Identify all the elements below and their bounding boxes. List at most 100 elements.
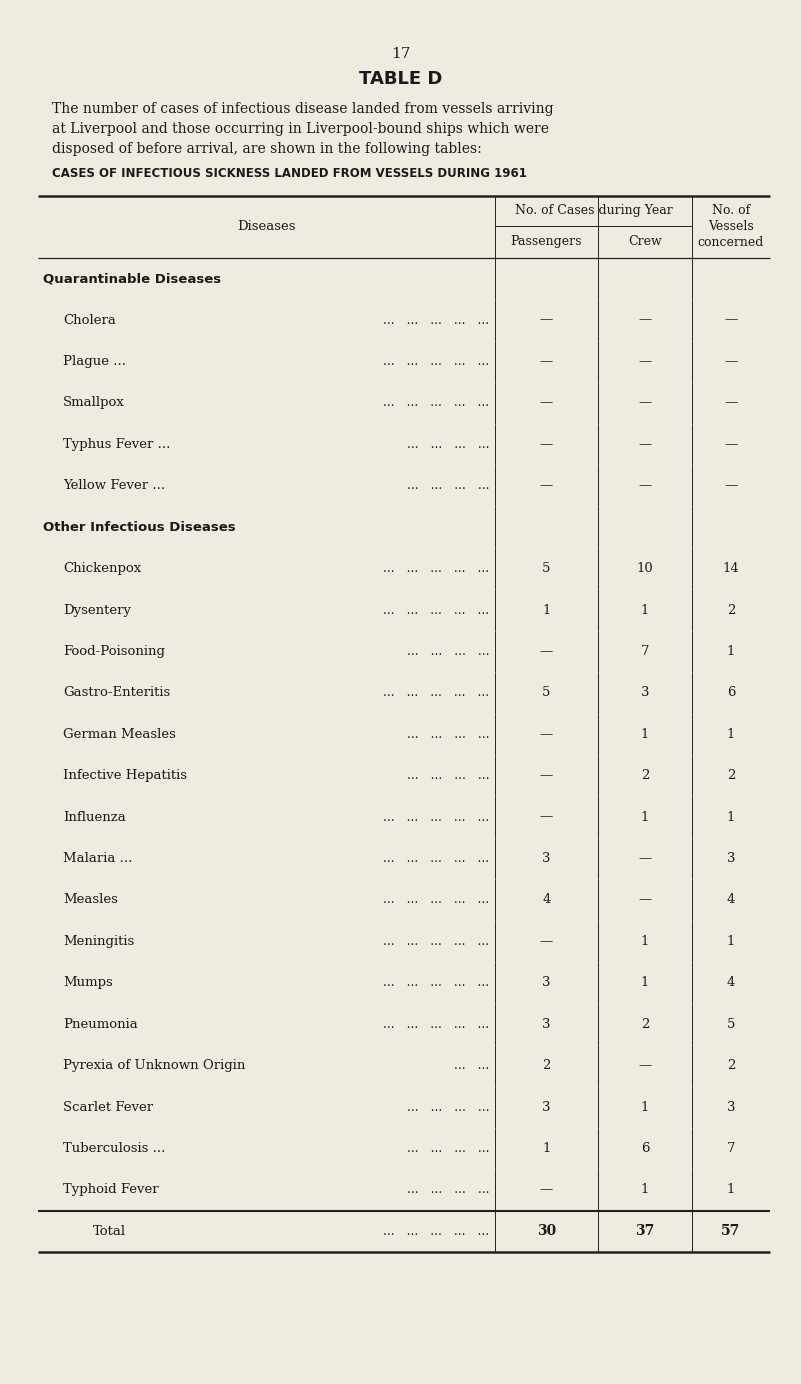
Text: —: — xyxy=(540,479,553,493)
Text: —: — xyxy=(638,894,652,907)
Text: German Measles: German Measles xyxy=(63,728,176,740)
Text: Passengers: Passengers xyxy=(511,235,582,249)
Text: Infective Hepatitis: Infective Hepatitis xyxy=(63,770,187,782)
Text: Dysentery: Dysentery xyxy=(63,603,131,616)
Text: 1: 1 xyxy=(542,603,551,616)
Text: 1: 1 xyxy=(641,1183,649,1196)
Text: 3: 3 xyxy=(542,1100,551,1114)
Text: Chickenpox: Chickenpox xyxy=(63,562,141,576)
Text: 2: 2 xyxy=(641,770,649,782)
Text: 3: 3 xyxy=(542,976,551,990)
Text: Total: Total xyxy=(93,1225,126,1237)
Text: 1: 1 xyxy=(727,811,735,823)
Text: Scarlet Fever: Scarlet Fever xyxy=(63,1100,153,1114)
Text: Meningitis: Meningitis xyxy=(63,934,135,948)
Text: CASES OF INFECTIOUS SICKNESS LANDED FROM VESSELS DURING 1961: CASES OF INFECTIOUS SICKNESS LANDED FROM… xyxy=(52,167,527,180)
Text: Measles: Measles xyxy=(63,894,118,907)
Text: ...   ...   ...   ...: ... ... ... ... xyxy=(406,437,489,451)
Text: —: — xyxy=(724,396,738,410)
Text: Smallpox: Smallpox xyxy=(63,396,125,410)
Text: —: — xyxy=(638,853,652,865)
Text: ...   ...   ...   ...: ... ... ... ... xyxy=(406,1100,489,1114)
Text: Gastro-Enteritis: Gastro-Enteritis xyxy=(63,686,171,699)
Text: 7: 7 xyxy=(727,1142,735,1156)
Text: ...   ...   ...   ...   ...: ... ... ... ... ... xyxy=(383,356,489,368)
Text: —: — xyxy=(540,437,553,451)
Text: Yellow Fever ...: Yellow Fever ... xyxy=(63,479,165,493)
Text: ...   ...   ...   ...   ...: ... ... ... ... ... xyxy=(383,314,489,327)
Text: Diseases: Diseases xyxy=(237,220,296,234)
Text: 30: 30 xyxy=(537,1225,556,1239)
Text: 1: 1 xyxy=(641,811,649,823)
Text: —: — xyxy=(638,479,652,493)
Text: ...   ...   ...   ...: ... ... ... ... xyxy=(406,479,489,493)
Text: 4: 4 xyxy=(727,976,735,990)
Text: ...   ...   ...   ...: ... ... ... ... xyxy=(406,728,489,740)
Text: —: — xyxy=(540,934,553,948)
Text: 1: 1 xyxy=(542,1142,551,1156)
Text: 14: 14 xyxy=(723,562,739,576)
Text: —: — xyxy=(638,437,652,451)
Text: Pneumonia: Pneumonia xyxy=(63,1017,138,1031)
Text: 4: 4 xyxy=(542,894,551,907)
Text: —: — xyxy=(638,396,652,410)
Text: Food-Poisoning: Food-Poisoning xyxy=(63,645,165,657)
Text: 1: 1 xyxy=(727,934,735,948)
Text: ...   ...   ...   ...   ...: ... ... ... ... ... xyxy=(383,603,489,616)
Text: —: — xyxy=(540,770,553,782)
Text: at Liverpool and those occurring in Liverpool-bound ships which were: at Liverpool and those occurring in Live… xyxy=(52,122,549,136)
Text: 2: 2 xyxy=(542,1059,551,1073)
Text: —: — xyxy=(638,356,652,368)
Text: 10: 10 xyxy=(637,562,654,576)
Text: 3: 3 xyxy=(542,1017,551,1031)
Text: Quarantinable Diseases: Quarantinable Diseases xyxy=(43,273,221,285)
Text: ...   ...   ...   ...   ...: ... ... ... ... ... xyxy=(383,1225,489,1237)
Text: 5: 5 xyxy=(542,562,551,576)
Text: 1: 1 xyxy=(641,976,649,990)
Text: —: — xyxy=(724,437,738,451)
Text: 5: 5 xyxy=(542,686,551,699)
Text: 6: 6 xyxy=(641,1142,650,1156)
Text: —: — xyxy=(540,356,553,368)
Text: Pyrexia of Unknown Origin: Pyrexia of Unknown Origin xyxy=(63,1059,245,1073)
Text: Typhus Fever ...: Typhus Fever ... xyxy=(63,437,171,451)
Text: No. of: No. of xyxy=(712,203,750,217)
Text: ...   ...   ...   ...   ...: ... ... ... ... ... xyxy=(383,396,489,410)
Text: ...   ...: ... ... xyxy=(453,1059,489,1073)
Text: ...   ...   ...   ...: ... ... ... ... xyxy=(406,1183,489,1196)
Text: 5: 5 xyxy=(727,1017,735,1031)
Text: 37: 37 xyxy=(635,1225,654,1239)
Text: 57: 57 xyxy=(722,1225,741,1239)
Text: ...   ...   ...   ...   ...: ... ... ... ... ... xyxy=(383,811,489,823)
Text: 2: 2 xyxy=(727,603,735,616)
Text: ...   ...   ...   ...   ...: ... ... ... ... ... xyxy=(383,686,489,699)
Text: —: — xyxy=(540,396,553,410)
Text: Mumps: Mumps xyxy=(63,976,113,990)
Text: 7: 7 xyxy=(641,645,650,657)
Text: disposed of before arrival, are shown in the following tables:: disposed of before arrival, are shown in… xyxy=(52,143,481,156)
Text: 1: 1 xyxy=(727,645,735,657)
Text: —: — xyxy=(540,811,553,823)
Text: 3: 3 xyxy=(641,686,650,699)
Text: Crew: Crew xyxy=(628,235,662,249)
Text: 17: 17 xyxy=(391,47,410,61)
Text: ...   ...   ...   ...: ... ... ... ... xyxy=(406,770,489,782)
Text: —: — xyxy=(724,479,738,493)
Text: 3: 3 xyxy=(727,1100,735,1114)
Text: ...   ...   ...   ...: ... ... ... ... xyxy=(406,1142,489,1156)
Text: concerned: concerned xyxy=(698,237,764,249)
Text: ...   ...   ...   ...   ...: ... ... ... ... ... xyxy=(383,562,489,576)
Text: The number of cases of infectious disease landed from vessels arriving: The number of cases of infectious diseas… xyxy=(52,102,553,116)
Text: 3: 3 xyxy=(542,853,551,865)
Text: Malaria ...: Malaria ... xyxy=(63,853,132,865)
Text: ...   ...   ...   ...   ...: ... ... ... ... ... xyxy=(383,1017,489,1031)
Text: Cholera: Cholera xyxy=(63,314,116,327)
Text: 1: 1 xyxy=(727,728,735,740)
Text: 2: 2 xyxy=(641,1017,649,1031)
Text: Plague ...: Plague ... xyxy=(63,356,126,368)
Text: Influenza: Influenza xyxy=(63,811,126,823)
Text: —: — xyxy=(724,356,738,368)
Text: 2: 2 xyxy=(727,1059,735,1073)
Text: —: — xyxy=(540,1183,553,1196)
Text: 1: 1 xyxy=(641,728,649,740)
